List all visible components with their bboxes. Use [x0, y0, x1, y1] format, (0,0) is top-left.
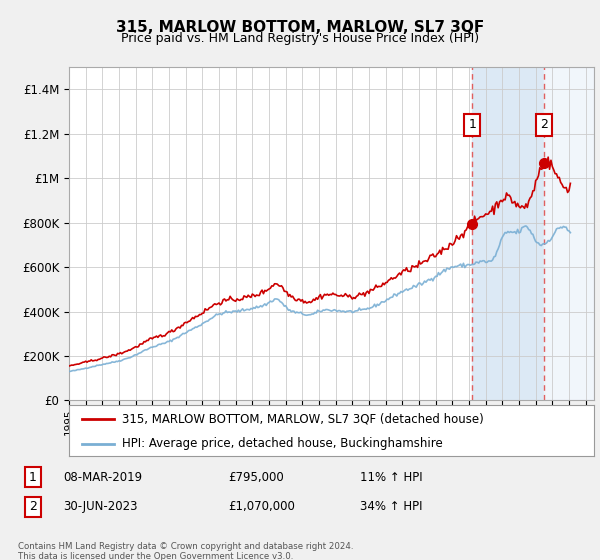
Text: 1: 1 — [468, 119, 476, 132]
Bar — [544, 67, 594, 400]
Text: 34% ↑ HPI: 34% ↑ HPI — [360, 500, 422, 514]
Text: 11% ↑ HPI: 11% ↑ HPI — [360, 470, 422, 484]
Text: 315, MARLOW BOTTOM, MARLOW, SL7 3QF (detached house): 315, MARLOW BOTTOM, MARLOW, SL7 3QF (det… — [121, 413, 483, 426]
Bar — [544, 67, 594, 400]
Text: £1,070,000: £1,070,000 — [228, 500, 295, 514]
Text: 30-JUN-2023: 30-JUN-2023 — [63, 500, 137, 514]
Text: 2: 2 — [540, 119, 548, 132]
Text: Price paid vs. HM Land Registry's House Price Index (HPI): Price paid vs. HM Land Registry's House … — [121, 32, 479, 45]
Text: 315, MARLOW BOTTOM, MARLOW, SL7 3QF: 315, MARLOW BOTTOM, MARLOW, SL7 3QF — [116, 20, 484, 35]
Bar — [544, 67, 594, 400]
Text: 1: 1 — [29, 470, 37, 484]
Text: £795,000: £795,000 — [228, 470, 284, 484]
Text: 08-MAR-2019: 08-MAR-2019 — [63, 470, 142, 484]
Text: 2: 2 — [29, 500, 37, 514]
Text: HPI: Average price, detached house, Buckinghamshire: HPI: Average price, detached house, Buck… — [121, 437, 442, 450]
Text: Contains HM Land Registry data © Crown copyright and database right 2024.
This d: Contains HM Land Registry data © Crown c… — [18, 542, 353, 560]
Bar — [472, 67, 544, 400]
